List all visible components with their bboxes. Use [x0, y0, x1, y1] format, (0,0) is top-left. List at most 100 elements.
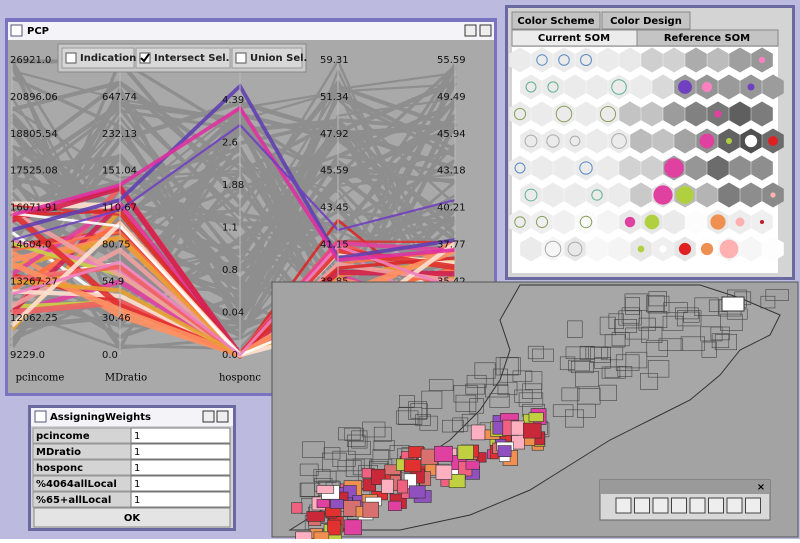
som-node-ring [547, 81, 559, 93]
county [344, 427, 364, 441]
county [645, 295, 665, 313]
restore-button[interactable] [464, 24, 477, 37]
toggle-button[interactable] [61, 47, 135, 69]
weight-input[interactable] [130, 491, 231, 508]
county [694, 297, 719, 316]
county [601, 366, 626, 379]
som-cell [729, 101, 751, 127]
som-cell [564, 236, 586, 262]
county-selected [388, 500, 402, 511]
button-label[interactable]: Union Sel. [250, 53, 307, 64]
axis-tick-label: 1.1 [222, 223, 238, 234]
subtab-label[interactable]: Current SOM [538, 33, 610, 44]
tab[interactable] [601, 11, 691, 30]
maximize-button[interactable] [479, 24, 492, 37]
som-node-ring [546, 134, 560, 148]
som-cell [641, 101, 663, 127]
tool-button[interactable] [652, 497, 669, 514]
som-cell [729, 47, 751, 73]
som-cell [696, 182, 718, 208]
button-label[interactable]: Indication [80, 53, 136, 64]
axis-tick-label: 647.74 [102, 92, 137, 103]
tool-button[interactable] [689, 497, 706, 514]
som-node [747, 83, 755, 91]
som-cell [619, 47, 641, 73]
ok-label[interactable]: OK [124, 513, 142, 524]
weight-value[interactable]: 1 [134, 495, 140, 506]
weight-input[interactable] [130, 475, 231, 492]
weight-label: MDratio [36, 447, 81, 458]
tool-button[interactable] [745, 497, 761, 514]
som-cell [707, 47, 729, 73]
county [362, 421, 386, 438]
button-label[interactable]: Intersect Sel. [154, 53, 229, 64]
county [683, 311, 700, 323]
subtab[interactable] [636, 29, 779, 47]
window-icon [10, 24, 23, 37]
tab[interactable] [511, 11, 601, 30]
county-selected [528, 412, 544, 422]
subtab-label[interactable]: Reference SOM [664, 33, 750, 44]
tab-label[interactable]: Color Scheme [517, 16, 594, 27]
axis-tick-label: 49.49 [437, 92, 466, 103]
county [647, 360, 670, 378]
som-cell [520, 182, 542, 208]
tool-button[interactable] [671, 497, 687, 514]
som-cell [509, 47, 531, 73]
axis-tick-label: 14604.0 [10, 239, 51, 250]
som-node [644, 214, 660, 230]
checkbox[interactable] [65, 52, 77, 64]
county [415, 414, 431, 426]
axis-tick-label: 43.18 [437, 166, 466, 177]
som-cell [608, 74, 630, 100]
axis-tick-label: 4.39 [222, 95, 244, 106]
som-cell [762, 236, 784, 262]
weight-input[interactable] [130, 459, 231, 476]
county [489, 393, 510, 408]
som-cell [564, 182, 586, 208]
weights-titlebar [31, 408, 233, 426]
toolbar-titlebar [600, 480, 770, 494]
som-node [700, 242, 714, 256]
som-cell [608, 128, 630, 154]
ok-button[interactable] [33, 507, 231, 528]
axis-label: MDratio [105, 373, 147, 384]
weight-value[interactable]: 1 [134, 479, 140, 490]
toggle-button[interactable] [135, 47, 231, 69]
som-cell [663, 101, 685, 127]
axis-tick-label: 54.9 [102, 276, 124, 287]
axis-tick-label: 16071.91 [10, 203, 58, 214]
som-node-ring [599, 105, 617, 123]
som-cell [663, 47, 685, 73]
axis-tick-label: 37.77 [437, 239, 466, 250]
som-cell [553, 155, 575, 181]
som-node [701, 81, 713, 93]
county [351, 430, 368, 449]
weight-input[interactable] [130, 427, 231, 444]
maximize-button[interactable] [216, 410, 229, 423]
checkbox[interactable] [235, 52, 247, 64]
tool-button[interactable] [634, 497, 650, 514]
weight-value[interactable]: 1 [134, 431, 140, 442]
county [499, 357, 522, 375]
som-node [678, 80, 692, 94]
weight-input[interactable] [130, 443, 231, 460]
weight-value[interactable]: 1 [134, 447, 140, 458]
toolbar-close[interactable]: × [757, 482, 765, 493]
axis-tick-label: 0.0 [222, 350, 238, 361]
som-cell [608, 182, 630, 208]
tool-button[interactable] [615, 497, 632, 514]
toggle-button[interactable] [231, 47, 303, 69]
county [621, 307, 640, 324]
tool-button[interactable] [726, 497, 743, 514]
tab-label[interactable]: Color Design [610, 16, 682, 27]
restore-button[interactable] [202, 410, 215, 423]
county [625, 327, 649, 340]
weight-value[interactable]: 1 [134, 463, 140, 474]
county [396, 410, 419, 425]
county-selected [434, 445, 453, 462]
tool-button[interactable] [708, 497, 724, 514]
county [337, 460, 362, 472]
county [485, 383, 509, 398]
county-selected [295, 531, 313, 543]
